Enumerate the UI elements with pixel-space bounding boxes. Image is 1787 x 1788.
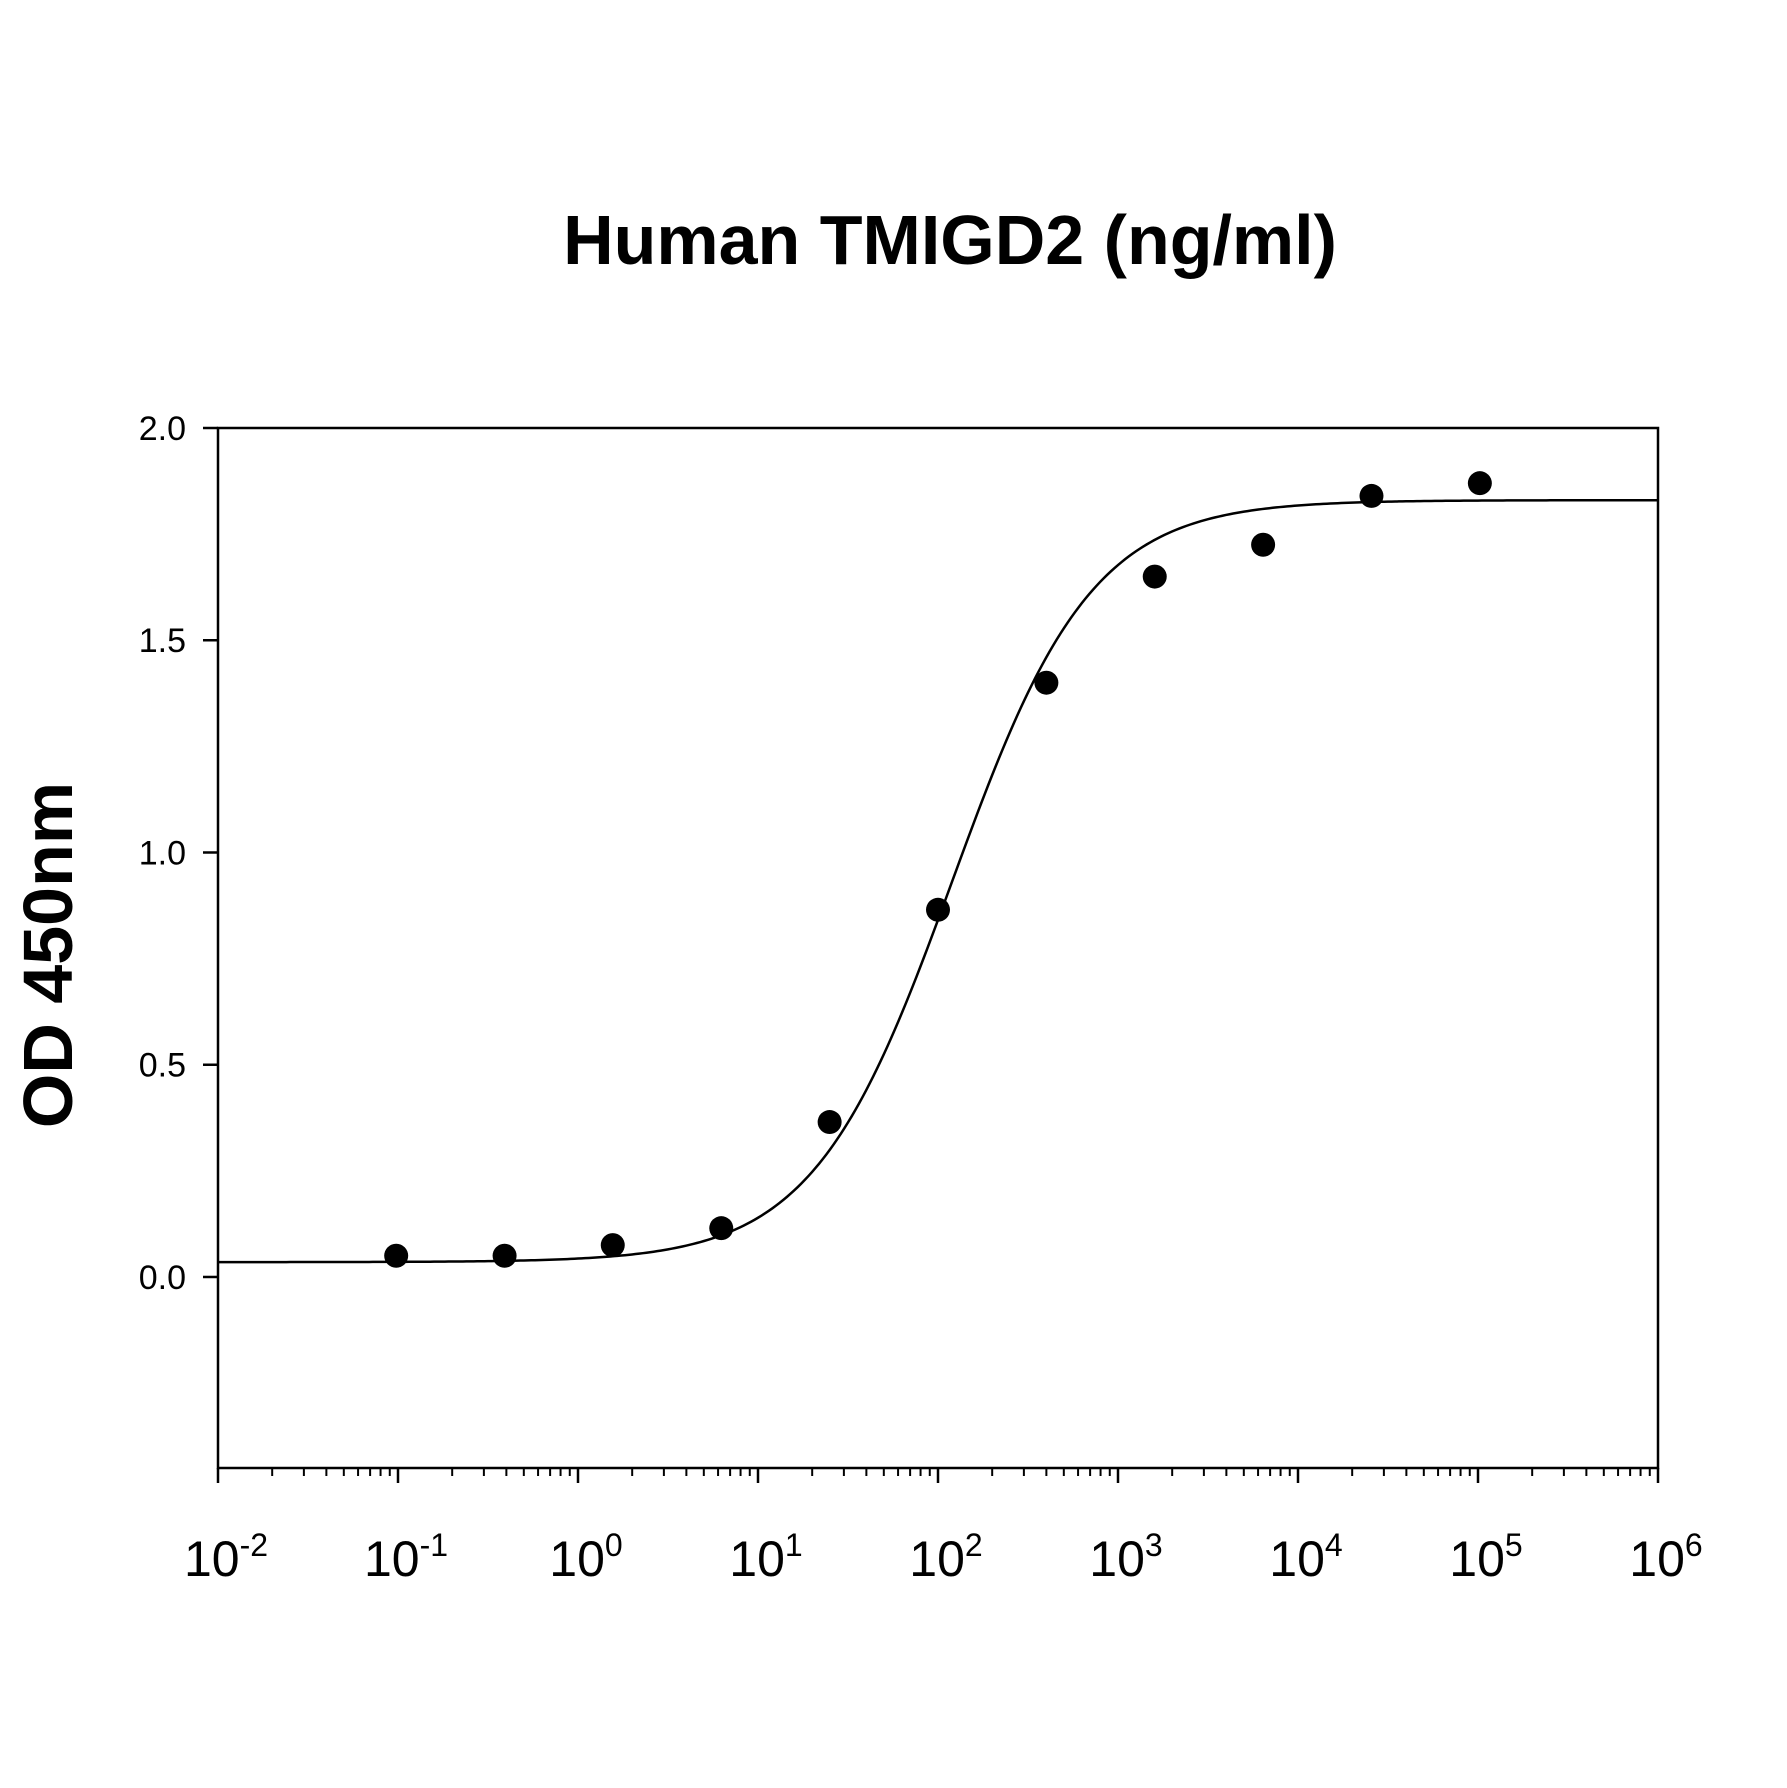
data-point	[1467, 471, 1492, 496]
data-points	[384, 471, 1492, 1268]
fit-curve	[218, 498, 1659, 1264]
x-tick-label: 103	[1089, 1527, 1162, 1587]
x-ticks: 10-2 10-1 100 101 102 103 104 105 106	[184, 1468, 1703, 1587]
chart-title: Human TMIGD2 (ng/ml)	[563, 201, 1337, 279]
data-point	[926, 897, 950, 922]
y-tick-label: 1.0	[139, 834, 186, 872]
y-ticks: 0.0 0.5 1.0 1.5 2.0	[139, 410, 218, 1297]
x-tick-label: 105	[1449, 1527, 1522, 1587]
x-tick-label: 101	[729, 1527, 802, 1587]
y-tick-label: 1.5	[139, 622, 186, 660]
x-tick-label: 100	[549, 1527, 622, 1587]
plot-frame	[216, 426, 1660, 1470]
data-point	[817, 1110, 842, 1135]
x-tick-label: 10-2	[184, 1527, 268, 1587]
data-point	[1359, 483, 1384, 508]
data-point	[709, 1216, 734, 1241]
data-point	[492, 1243, 517, 1268]
data-point	[384, 1243, 409, 1268]
axes	[216, 426, 1660, 1470]
x-tick-label: 104	[1269, 1527, 1342, 1587]
data-point	[1251, 532, 1276, 557]
x-tick-label: 106	[1629, 1527, 1702, 1587]
y-tick-label: 2.0	[139, 410, 186, 448]
y-tick-label: 0.0	[139, 1259, 186, 1297]
x-tick-label: 10-1	[364, 1527, 448, 1587]
data-point	[1034, 670, 1059, 695]
data-point	[1142, 564, 1167, 589]
data-point	[600, 1233, 625, 1258]
y-tick-label: 0.5	[139, 1047, 186, 1085]
x-tick-label: 102	[909, 1527, 982, 1587]
